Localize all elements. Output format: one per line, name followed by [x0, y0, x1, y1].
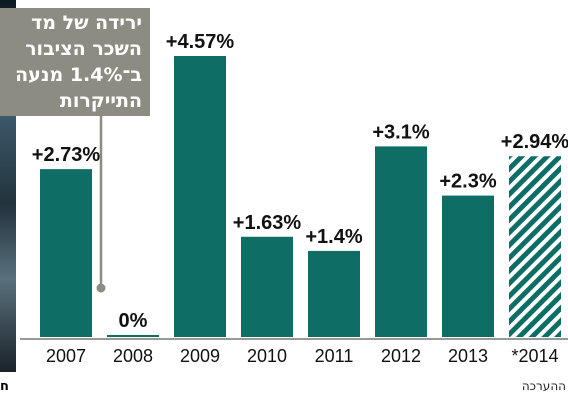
bar-2012 — [375, 146, 427, 337]
bar-2008 — [107, 335, 159, 337]
callout-line-4: התייקרות — [59, 90, 142, 112]
value-label-2008: 0% — [119, 310, 148, 332]
callout-box: ירידה של מד השכר הציבור ב־1.4% מנעה התיי… — [0, 8, 150, 116]
bar-2010 — [241, 236, 293, 337]
callout-line-2: השכר הציבור — [25, 38, 142, 60]
callout-line-1: ירידה של מד — [31, 12, 142, 34]
x-tick-label-2012: 2012 — [381, 346, 421, 366]
x-tick-label-2009: 2009 — [180, 346, 220, 366]
bar-2013 — [442, 195, 494, 337]
value-label-2014: +2.94% — [501, 131, 568, 153]
value-label-2009: +4.57% — [166, 31, 235, 53]
bar-2009 — [174, 56, 226, 337]
x-tick-label-2008: 2008 — [113, 346, 153, 366]
bar-2007 — [40, 169, 92, 337]
value-label-2012: +3.1% — [372, 121, 429, 143]
callout-line-3: ב־1.4% מנעה — [15, 64, 142, 86]
bar-2011 — [308, 250, 360, 337]
bar-2014 — [509, 156, 561, 337]
value-label-2010: +1.63% — [233, 212, 302, 234]
x-tick-label-2010: 2010 — [247, 346, 287, 366]
value-label-2011: +1.4% — [305, 226, 362, 248]
x-tick-label-2013: 2013 — [448, 346, 488, 366]
callout-pointer-dot — [96, 283, 106, 293]
x-tick-label-2007: 2007 — [46, 346, 86, 366]
x-tick-label-2011: 2011 — [315, 346, 354, 366]
footer-left-text: ח — [0, 379, 9, 394]
value-label-2007: +2.73% — [32, 144, 101, 166]
x-tick-label-2014: *2014 — [511, 346, 558, 366]
value-label-2013: +2.3% — [439, 171, 496, 193]
footer-right-text: ההערכה — [521, 379, 566, 393]
